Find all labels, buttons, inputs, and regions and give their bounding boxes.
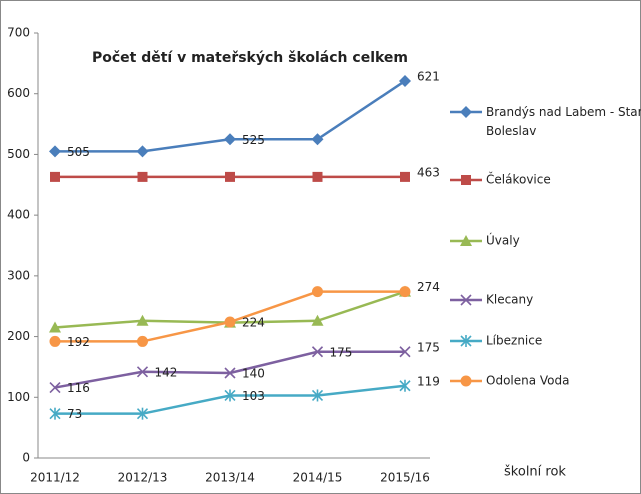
legend-label: Úvaly	[486, 233, 520, 248]
marker-stroke	[224, 367, 236, 379]
marker	[399, 74, 411, 87]
marker	[49, 407, 61, 420]
marker	[136, 145, 149, 158]
data-label: 116	[67, 381, 90, 395]
data-label: 621	[417, 69, 440, 83]
marker	[50, 171, 60, 182]
marker	[136, 366, 149, 378]
y-tick-label: 600	[7, 86, 30, 100]
marker	[136, 314, 149, 326]
x-tick-label: 2013/14	[205, 471, 255, 485]
marker	[460, 375, 472, 387]
marker	[399, 286, 411, 298]
y-tick-label: 300	[7, 268, 30, 282]
marker-stroke	[49, 382, 61, 394]
marker	[224, 367, 236, 379]
data-label: 463	[417, 165, 440, 179]
legend-label: Brandýs nad Labem - Stará Boleslav	[486, 105, 641, 138]
data-label: 175	[417, 340, 440, 354]
marker-stroke	[399, 346, 411, 358]
marker	[49, 145, 61, 158]
marker	[137, 335, 148, 347]
x-tick-label: 2012/13	[118, 471, 168, 485]
legend-label: Odolena Voda	[486, 374, 569, 388]
legend-label: Klecany	[486, 293, 533, 307]
data-label: 175	[330, 345, 353, 359]
marker	[460, 235, 472, 246]
marker	[136, 407, 149, 420]
data-label: 142	[155, 365, 178, 379]
data-label: 274	[417, 280, 440, 294]
x-axis-label: školní rok	[504, 465, 566, 480]
marker	[460, 106, 472, 118]
y-tick-label: 400	[7, 208, 30, 222]
marker	[49, 335, 61, 347]
y-tick-label: 100	[7, 390, 30, 404]
marker	[49, 382, 61, 394]
y-tick-label: 700	[7, 26, 30, 40]
marker	[311, 133, 324, 146]
marker	[49, 321, 61, 333]
marker	[461, 175, 471, 185]
marker	[312, 286, 323, 298]
marker	[312, 171, 323, 182]
data-label: 140	[242, 367, 265, 381]
marker	[225, 171, 235, 182]
marker	[399, 346, 411, 358]
marker	[224, 133, 236, 146]
marker	[311, 389, 324, 402]
data-label: 525	[242, 133, 265, 147]
x-tick-label: 2011/12	[30, 471, 80, 485]
legend-label: Líbeznice	[486, 334, 542, 348]
y-tick-label: 500	[7, 147, 30, 161]
marker	[460, 294, 472, 306]
marker	[224, 389, 236, 402]
marker-stroke	[311, 346, 324, 358]
marker	[399, 379, 411, 392]
x-tick-label: 2015/16	[380, 471, 430, 485]
data-label: 224	[242, 316, 265, 330]
data-label: 505	[67, 145, 90, 159]
x-tick-label: 2014/15	[293, 471, 343, 485]
marker	[311, 314, 324, 326]
legend-label: Čelákovice	[486, 172, 551, 187]
y-tick-label: 0	[22, 451, 30, 465]
marker	[460, 335, 472, 347]
data-label: 192	[67, 335, 90, 349]
marker	[311, 346, 324, 358]
data-label: 73	[67, 407, 82, 421]
marker	[400, 171, 410, 182]
marker	[224, 316, 236, 328]
data-label: 103	[242, 389, 265, 403]
marker-stroke	[460, 294, 472, 306]
data-label: 119	[417, 374, 440, 388]
y-tick-label: 200	[7, 329, 30, 343]
chart-title: Počet dětí v mateřských školách celkem	[92, 50, 408, 66]
marker-stroke	[136, 366, 149, 378]
marker	[137, 171, 148, 182]
